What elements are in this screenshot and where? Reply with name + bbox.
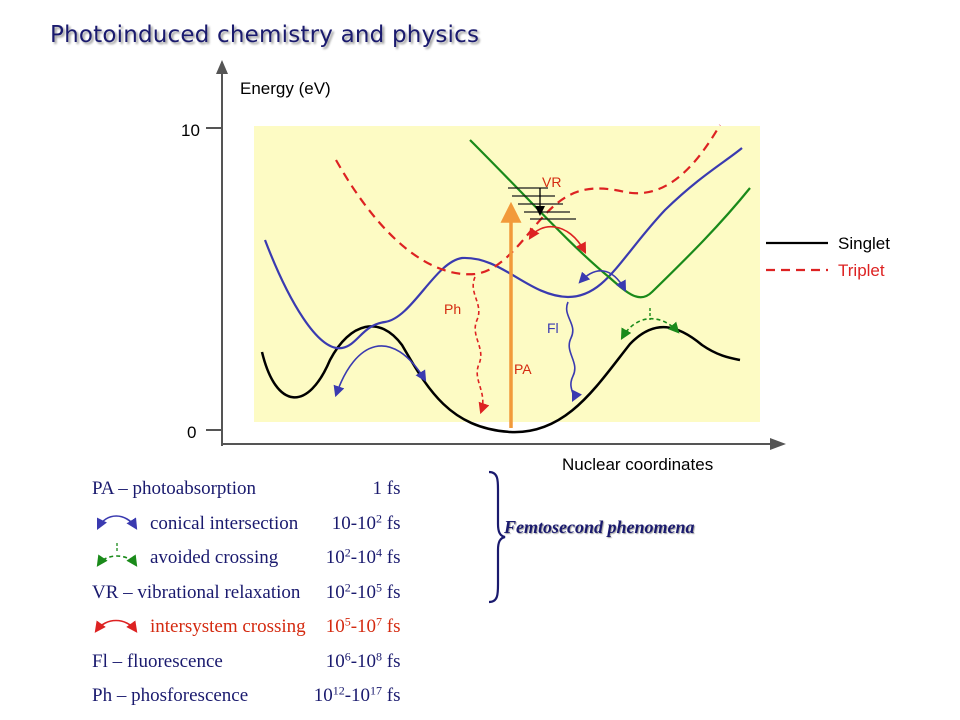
pa-label: PA	[514, 361, 532, 377]
triplet-legend-label: Triplet	[838, 261, 885, 280]
row-vibrational-relaxation: VR – vibrational relaxation 102-105 fs	[92, 576, 401, 611]
row-conical-intersection: conical intersection 10-102 fs	[92, 507, 401, 542]
conical-intersection-time: 10-102 fs	[331, 511, 401, 534]
y-tick-label-0: 0	[187, 423, 196, 442]
intersystem-crossing-name: intersystem crossing	[150, 616, 306, 638]
isc-arrow	[528, 226, 587, 254]
y-axis-label: Energy (eV)	[240, 79, 331, 98]
avoided-crossing-name: avoided crossing	[150, 547, 279, 569]
y-axis-arrowhead	[216, 60, 228, 74]
row-avoided-crossing: avoided crossing 102-104 fs	[92, 541, 401, 576]
fluorescence-arrow	[565, 301, 583, 403]
blue-double-arrow-icon	[92, 507, 150, 542]
ground-singlet-curve	[260, 325, 741, 434]
excited-singlet-curve	[263, 147, 743, 350]
fluorescence-time: 106-108 fs	[325, 649, 401, 672]
phosphorescence-arrow	[472, 276, 490, 415]
ci-arrow-left	[333, 345, 427, 398]
row-intersystem-crossing: intersystem crossing 105-107 fs	[92, 610, 401, 645]
vibrational-relaxation-name: VR – vibrational relaxation	[92, 581, 301, 603]
femtosecond-label: Femtosecond phenomena	[504, 517, 695, 537]
vibrational-relaxation-time: 102-105 fs	[325, 580, 401, 603]
triplet-curve	[335, 124, 721, 276]
row-phosphorescence: Ph – phosforescence 1012-1017 fs	[92, 679, 401, 714]
ph-label: Ph	[444, 301, 461, 317]
red-double-arrow-icon	[92, 610, 150, 645]
x-axis-label: Nuclear coordinates	[562, 455, 713, 470]
row-photoabsorption: PA – photoabsorption 1 fs	[92, 472, 401, 507]
photoabsorption-time: 1 fs	[372, 478, 401, 500]
intersystem-crossing-time: 105-107 fs	[325, 614, 401, 638]
fluorescence-name: Fl – fluorescence	[92, 650, 223, 672]
y-tick-label-10: 10	[181, 121, 200, 140]
row-fluorescence: Fl – fluorescence 106-108 fs	[92, 645, 401, 680]
phosphorescence-time: 1012-1017 fs	[313, 683, 401, 707]
vr-arrow-head	[535, 206, 545, 216]
conical-intersection-name: conical intersection	[150, 512, 299, 534]
green-avoided-crossing-icon	[92, 541, 150, 576]
potential-energy-diagram: 10 0 Energy (eV) Nuclear coordinates	[181, 60, 890, 470]
phenomena-table: PA – photoabsorption 1 fs conical inters…	[92, 472, 401, 714]
singlet-legend-label: Singlet	[838, 234, 890, 253]
fl-label: Fl	[547, 320, 559, 336]
phosphorescence-name: Ph – phosforescence	[92, 685, 249, 707]
avoided-crossing-time: 102-104 fs	[325, 545, 401, 569]
vr-label: VR	[542, 174, 561, 190]
femtosecond-brace	[488, 470, 506, 604]
energy-panel	[254, 126, 760, 422]
photoabsorption-name: PA – photoabsorption	[92, 478, 256, 500]
page-title: Photoinduced chemistry and physics	[50, 22, 480, 48]
x-axis-arrowhead	[770, 438, 786, 450]
ci-arrow-right	[578, 270, 627, 292]
